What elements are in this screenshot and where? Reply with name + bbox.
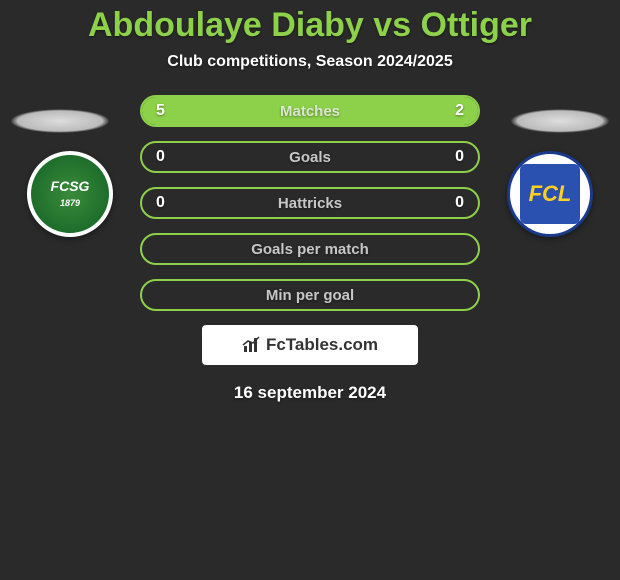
bar-label: Goals [289, 149, 331, 166]
bar-val-right: 0 [455, 148, 464, 166]
brand-box: FcTables.com [202, 325, 418, 365]
bar-row-goals-per-match: Goals per match [140, 233, 480, 265]
ellipse-right [510, 109, 610, 133]
bar-label: Min per goal [266, 287, 354, 304]
bar-val-left: 0 [156, 194, 165, 212]
bar-val-right: 2 [455, 102, 464, 120]
team-left-abbr: FCSG [51, 178, 90, 194]
brand-text: FcTables.com [266, 335, 378, 355]
bar-val-left: 5 [156, 102, 165, 120]
bar-row-goals: 0 Goals 0 [140, 141, 480, 173]
comparison-title: Abdoulaye Diaby vs Ottiger [0, 0, 620, 45]
bar-label: Hattricks [278, 195, 342, 212]
comparison-subtitle: Club competitions, Season 2024/2025 [0, 53, 620, 71]
comparison-bars: 5 Matches 2 0 Goals 0 0 Hattricks 0 Goal… [140, 95, 480, 311]
bar-val-left: 0 [156, 148, 165, 166]
team-right-badge: FCL [507, 151, 593, 237]
comparison-date: 16 september 2024 [0, 383, 620, 403]
comparison-body: FCSG 1879 FCL 5 Matches 2 0 Goals 0 0 Ha… [0, 95, 620, 403]
team-left-badge-text: FCSG 1879 [51, 179, 90, 210]
ellipse-left [10, 109, 110, 133]
chart-icon [242, 336, 262, 354]
team-right-badge-text: FCL [520, 164, 580, 224]
bar-fill-left [142, 97, 377, 125]
bar-val-right: 0 [455, 194, 464, 212]
team-left-badge: FCSG 1879 [27, 151, 113, 237]
bar-label: Goals per match [251, 241, 369, 258]
bar-row-hattricks: 0 Hattricks 0 [140, 187, 480, 219]
bar-row-matches: 5 Matches 2 [140, 95, 480, 127]
bar-row-min-per-goal: Min per goal [140, 279, 480, 311]
team-left-year: 1879 [60, 198, 80, 208]
bar-label: Matches [280, 103, 340, 120]
